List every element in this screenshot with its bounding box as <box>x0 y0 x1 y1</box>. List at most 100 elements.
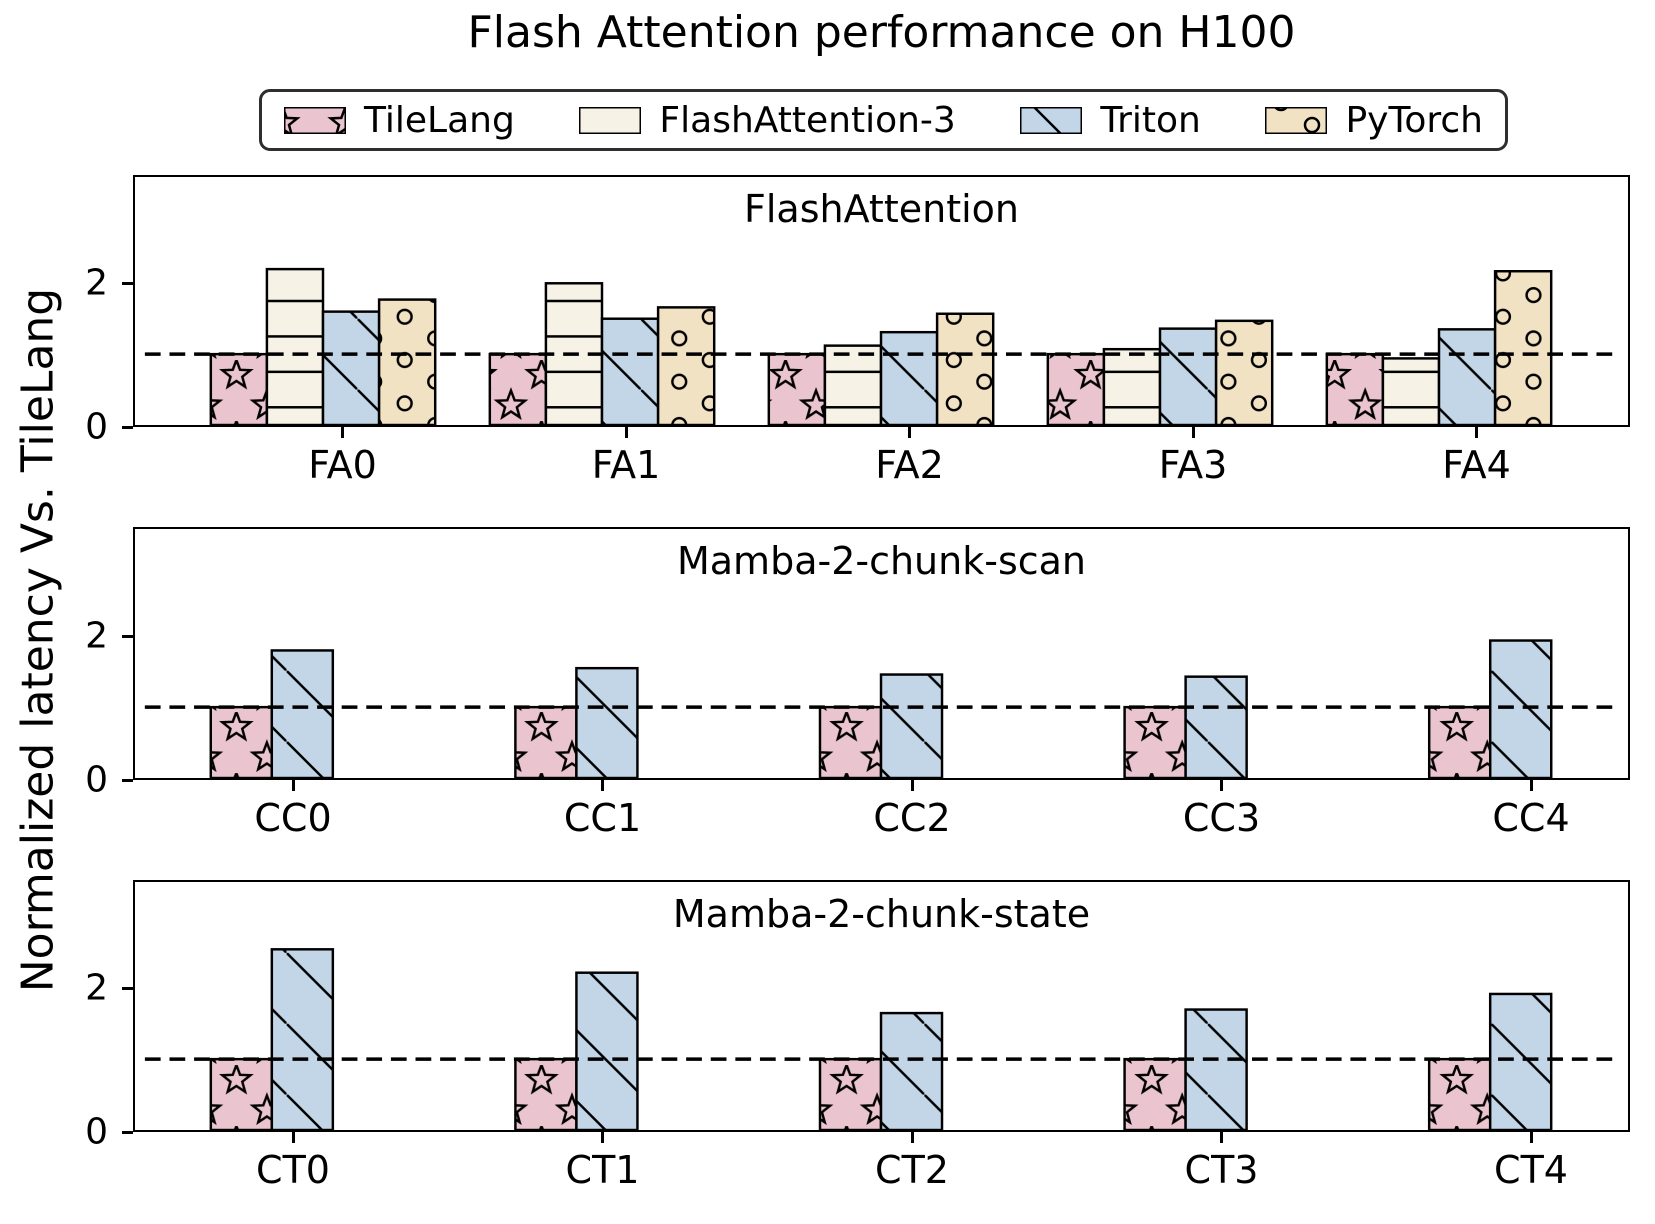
y-tick-mark <box>122 281 133 285</box>
x-tick-label-CT1: CT1 <box>565 1148 640 1192</box>
x-tick-label-CT4: CT4 <box>1494 1148 1568 1192</box>
subplot-mamba-2-chunk-state: Mamba-2-chunk-state CT0 CT1 CT2 CT3 CT4 0 2 <box>0 880 1655 1192</box>
bar-FA3-Triton <box>1158 327 1218 425</box>
x-tick-mark <box>908 427 911 438</box>
legend-swatch-rect <box>1265 106 1328 134</box>
legend-item-pytorch: PyTorch <box>1265 100 1483 141</box>
bar-CC0-Triton <box>270 649 335 778</box>
bar-CC3-Triton <box>1184 675 1248 778</box>
x-tick-mark <box>291 780 295 791</box>
bar-CT1-TileLang <box>514 1057 578 1130</box>
pytorch-swatch-icon <box>1265 106 1328 134</box>
bar-FA3-FlashAttention-3 <box>1102 347 1162 425</box>
bar-FA1-Triton <box>600 317 660 425</box>
x-tick-label-CT2: CT2 <box>875 1148 949 1192</box>
triton-swatch-icon <box>1020 106 1083 134</box>
plot-area-mamba-2-chunk-state <box>133 880 1630 1132</box>
x-tick-label-CC3: CC3 <box>1182 796 1261 840</box>
x-tick-label-CC0: CC0 <box>254 796 332 840</box>
bar-CT0-Triton <box>270 948 335 1130</box>
tilelang-swatch-icon <box>284 106 346 134</box>
legend-item-triton: Triton <box>1020 99 1201 141</box>
bar-CT3-Triton <box>1184 1008 1248 1130</box>
y-tick-label-0: 0 <box>85 1111 108 1153</box>
bar-FA3-TileLang <box>1046 352 1106 425</box>
bars-canvas <box>144 948 1619 1130</box>
x-tick-mark <box>910 780 914 791</box>
bar-CC2-Triton <box>879 673 944 778</box>
x-tick-label-CC4: CC4 <box>1492 796 1570 840</box>
y-tick-label-2: 2 <box>85 615 108 657</box>
bar-CT0-TileLang <box>209 1057 274 1130</box>
bar-FA4-FlashAttention-3 <box>1381 357 1441 425</box>
y-tick-label-2: 2 <box>85 967 108 1009</box>
bar-CT2-TileLang <box>818 1057 883 1130</box>
bar-FA0-PyTorch <box>377 298 437 425</box>
y-tick-mark <box>122 778 133 782</box>
subplot-flashattention: FlashAttention FA0 FA1 FA2 FA3 FA4 0 2 <box>0 175 1655 487</box>
y-tick-mark <box>122 634 133 638</box>
x-tick-mark <box>910 1132 914 1143</box>
plot-area-flashattention <box>133 175 1630 427</box>
legend-label: FlashAttention-3 <box>659 99 956 141</box>
bar-CC3-TileLang <box>1123 705 1187 778</box>
legend: TileLang FlashAttention-3 Triton PyTorch <box>259 89 1508 151</box>
plot-area-mamba-2-chunk-scan <box>133 527 1630 780</box>
legend-swatch-rect <box>1020 106 1083 134</box>
legend-swatch-rect <box>284 106 346 134</box>
x-tick-mark <box>1529 780 1533 791</box>
x-tick-label-FA4: FA4 <box>1442 443 1511 487</box>
bar-FA2-FlashAttention-3 <box>823 344 883 425</box>
legend-label: TileLang <box>364 99 515 141</box>
bar-CC2-TileLang <box>818 705 883 778</box>
x-tick-mark <box>624 427 628 438</box>
legend-label: Triton <box>1100 99 1201 141</box>
x-tick-mark <box>1475 427 1478 438</box>
x-tick-label-FA1: FA1 <box>591 443 661 487</box>
x-tick-label-CT0: CT0 <box>256 1148 330 1192</box>
bar-FA4-Triton <box>1437 328 1497 425</box>
x-tick-mark <box>341 427 344 438</box>
bar-FA4-TileLang <box>1325 352 1385 425</box>
x-tick-label-CT3: CT3 <box>1184 1148 1259 1192</box>
bar-CC1-Triton <box>575 666 639 778</box>
bar-FA0-Triton <box>321 310 381 425</box>
x-tick-label-FA0: FA0 <box>308 443 377 487</box>
bar-CT2-Triton <box>879 1011 944 1130</box>
legend-swatch-rect <box>579 106 642 134</box>
y-tick-label-0: 0 <box>85 406 108 448</box>
x-tick-mark <box>1529 1132 1533 1143</box>
y-tick-mark <box>122 1130 133 1134</box>
x-tick-label-FA3: FA3 <box>1158 443 1228 487</box>
bar-CC4-Triton <box>1488 639 1553 778</box>
x-tick-label-CC2: CC2 <box>873 796 951 840</box>
bar-CC1-TileLang <box>514 705 578 778</box>
bar-FA1-TileLang <box>488 352 548 425</box>
page-title: Flash Attention performance on H100 <box>467 7 1296 58</box>
bar-CT4-TileLang <box>1427 1057 1492 1130</box>
subplot-mamba-2-chunk-scan: Mamba-2-chunk-scan CC0 CC1 CC2 CC3 CC4 0 2 <box>0 527 1655 840</box>
bar-FA2-Triton <box>879 330 939 425</box>
y-tick-label-2: 2 <box>85 262 108 304</box>
x-tick-mark <box>1191 427 1195 438</box>
bar-FA3-PyTorch <box>1214 319 1274 425</box>
y-tick-label-0: 0 <box>85 759 108 801</box>
bar-CC4-TileLang <box>1427 705 1492 778</box>
bar-FA2-TileLang <box>767 352 827 425</box>
bar-CT4-Triton <box>1488 992 1553 1130</box>
legend-item-flashattention-3: FlashAttention-3 <box>579 99 956 141</box>
bar-CT1-Triton <box>575 971 639 1130</box>
x-tick-label-FA2: FA2 <box>875 443 944 487</box>
bars-canvas <box>144 639 1619 778</box>
x-tick-mark <box>1220 780 1223 791</box>
flashattention-3-swatch-icon <box>579 106 642 134</box>
x-tick-mark <box>291 1132 295 1143</box>
legend-item-tilelang: TileLang <box>284 100 515 141</box>
bar-FA4-PyTorch <box>1493 270 1553 425</box>
y-tick-mark <box>122 986 133 990</box>
x-tick-mark <box>601 780 604 791</box>
bar-FA0-FlashAttention-3 <box>265 267 325 425</box>
bar-CT3-TileLang <box>1123 1057 1187 1130</box>
bar-FA0-TileLang <box>209 352 269 425</box>
